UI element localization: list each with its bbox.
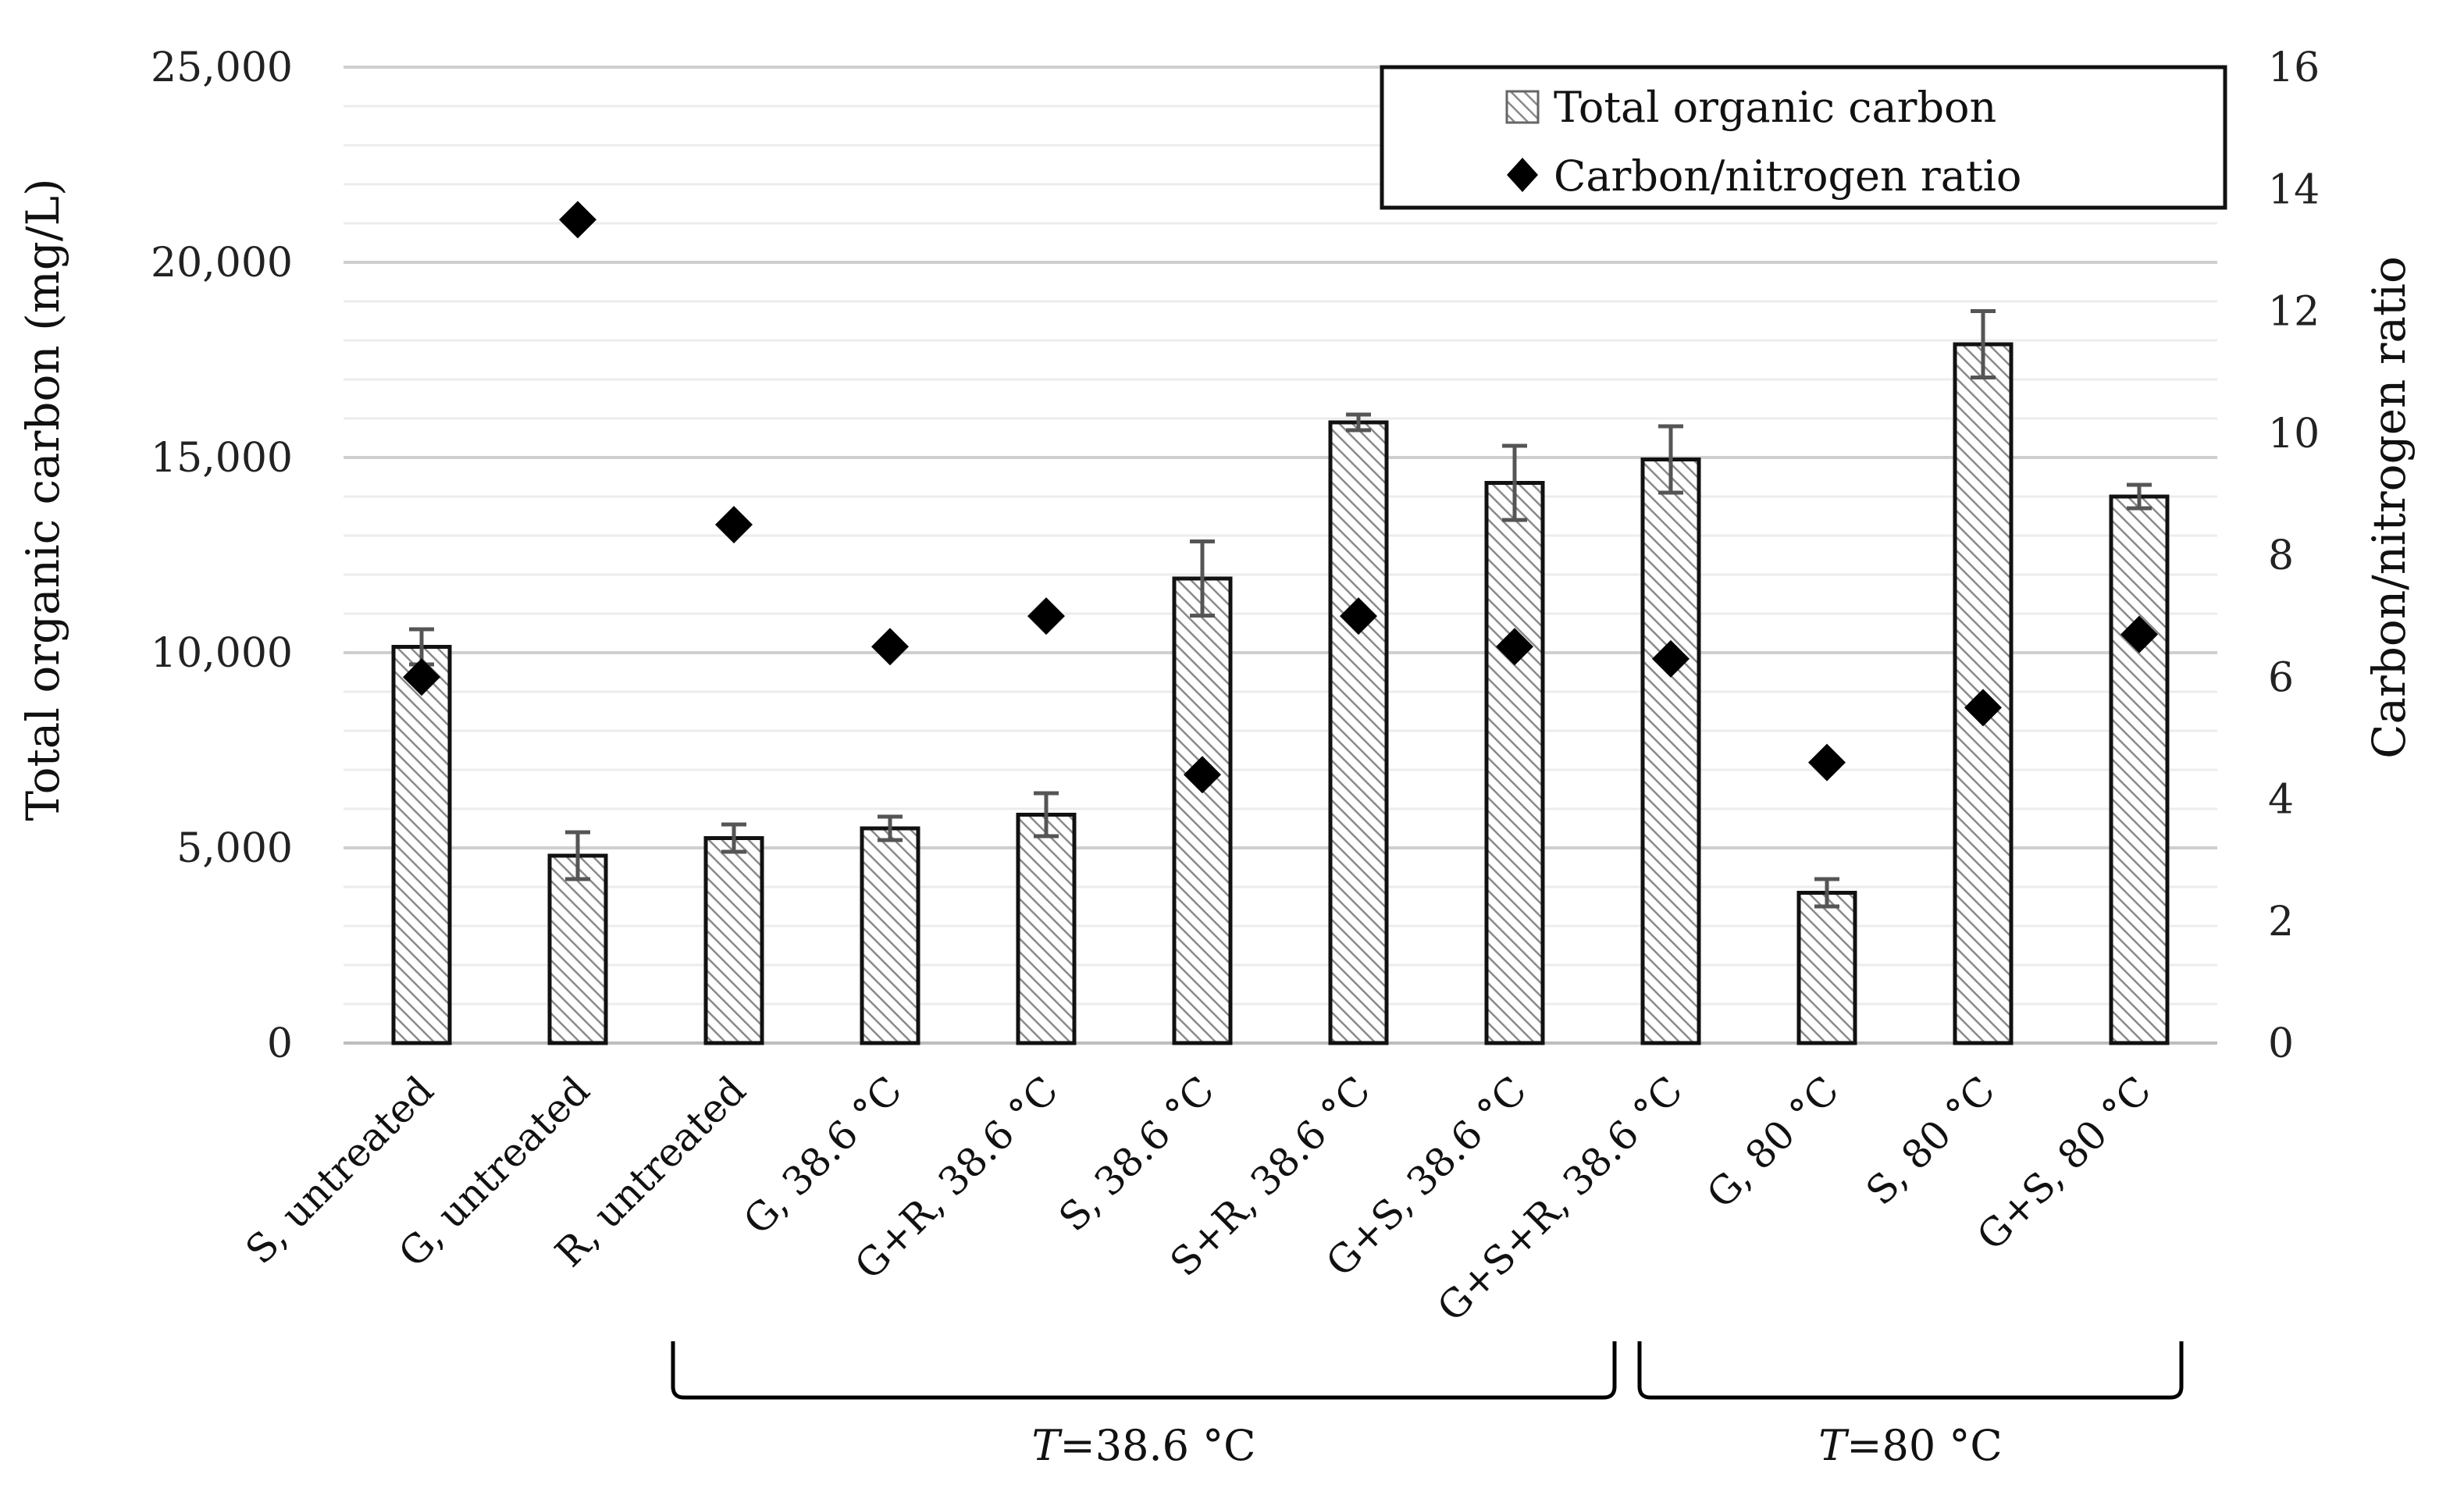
error-bar	[1034, 791, 1059, 839]
error-bar	[1971, 309, 1996, 379]
point-cn-ratio	[1652, 639, 1690, 678]
error-bar	[2127, 482, 2152, 511]
group-bracket	[671, 1341, 1617, 1400]
bar-toc	[391, 645, 452, 1045]
legend-label-cn: Carbon/nitrogen ratio	[1554, 151, 2021, 201]
bar-toc	[1328, 420, 1389, 1045]
category-label: S, 38.6 °C	[1050, 1067, 1223, 1240]
error-bar	[721, 822, 746, 854]
legend-diamond-marker	[1507, 158, 1538, 192]
bar-toc	[1172, 576, 1233, 1045]
point-cn-ratio	[871, 628, 909, 666]
point-cn-ratio	[1340, 597, 1377, 636]
y2-axis-title: Carbon/nitrogen ratio	[2363, 256, 2416, 759]
ratio-series	[403, 201, 2158, 794]
point-cn-ratio	[1808, 743, 1846, 782]
y2-tick-label: 16	[2268, 45, 2320, 91]
error-bars	[409, 309, 2152, 909]
group-bracket	[1637, 1341, 2184, 1400]
error-bar	[565, 830, 590, 881]
error-bar	[1502, 443, 1527, 522]
bar-toc	[2109, 494, 2170, 1045]
y2-tick-label: 4	[2268, 777, 2294, 824]
y2-tick-label: 8	[2268, 532, 2294, 579]
error-bar	[1346, 412, 1371, 433]
group-label: T=38.6 °C	[1032, 1421, 1256, 1470]
y-axis-title: Total organic carbon (mg/L)	[16, 178, 69, 821]
bar-toc	[860, 826, 920, 1045]
legend-bar-swatch	[1505, 90, 1540, 124]
bar-toc	[1016, 813, 1077, 1045]
y2-tick-label: 12	[2268, 289, 2320, 336]
point-cn-ratio	[1184, 756, 1221, 794]
legend: Total organic carbon Carbon/nitrogen rat…	[1380, 65, 2227, 210]
point-cn-ratio	[2120, 615, 2158, 653]
point-cn-ratio	[403, 658, 440, 696]
y2-tick-label: 14	[2268, 166, 2320, 213]
error-bar	[878, 814, 903, 842]
gridlines	[344, 66, 2217, 1045]
y-tick-label: 25,000	[151, 45, 293, 91]
category-label: G, 80 °C	[1698, 1067, 1847, 1216]
y2-tick-label: 10	[2268, 411, 2320, 458]
point-cn-ratio	[715, 505, 753, 543]
y2-tick-label: 6	[2268, 654, 2294, 701]
point-cn-ratio	[1496, 628, 1533, 666]
right-axis-ticks: 0 2 4 6 8 10 12 14 16	[2268, 45, 2320, 1067]
y-tick-label: 0	[267, 1020, 293, 1067]
point-cn-ratio	[1027, 597, 1065, 636]
error-bar	[1190, 539, 1215, 618]
point-cn-ratio	[1964, 689, 2002, 727]
point-cn-ratio	[559, 201, 596, 239]
error-bar	[1814, 877, 1839, 909]
temperature-groups: T=38.6 °C T=80 °C	[671, 1341, 2184, 1470]
y2-tick-label: 2	[2268, 899, 2294, 945]
left-axis-ticks: 0 5,000 10,000 15,000 20,000 25,000	[151, 45, 293, 1067]
y-tick-label: 5,000	[176, 825, 293, 872]
bar-toc	[547, 853, 608, 1045]
category-label: S, 80 °C	[1857, 1067, 2003, 1213]
y2-tick-label: 0	[2268, 1020, 2294, 1067]
y-tick-label: 20,000	[151, 240, 293, 287]
bar-series	[391, 342, 2170, 1045]
group-label: T=80 °C	[1818, 1421, 2002, 1470]
legend-label-toc: Total organic carbon	[1554, 83, 1996, 132]
y-tick-label: 10,000	[151, 630, 293, 677]
error-bar	[1658, 424, 1683, 495]
y-tick-label: 15,000	[151, 435, 293, 482]
bar-toc	[1484, 481, 1545, 1045]
bar-toc	[703, 836, 764, 1045]
bar-toc	[1796, 891, 1857, 1045]
bar-toc	[1640, 458, 1701, 1045]
